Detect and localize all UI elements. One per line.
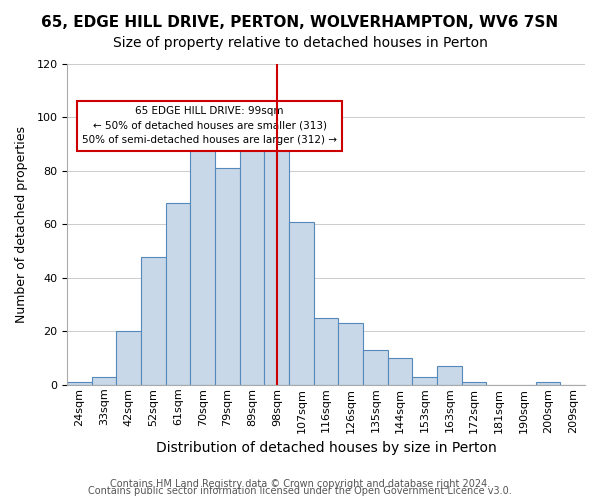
Bar: [240, 150, 265, 385]
Text: 65 EDGE HILL DRIVE: 99sqm
← 50% of detached houses are smaller (313)
50% of semi: 65 EDGE HILL DRIVE: 99sqm ← 50% of detac…: [82, 106, 337, 146]
Bar: [388, 358, 412, 385]
Text: Contains public sector information licensed under the Open Government Licence v3: Contains public sector information licen…: [88, 486, 512, 496]
Bar: [141, 256, 166, 385]
Bar: [536, 382, 560, 385]
X-axis label: Distribution of detached houses by size in Perton: Distribution of detached houses by size …: [156, 441, 496, 455]
Bar: [92, 377, 116, 385]
Bar: [314, 318, 338, 385]
Bar: [437, 366, 462, 385]
Bar: [265, 142, 289, 385]
Y-axis label: Number of detached properties: Number of detached properties: [15, 126, 28, 323]
Bar: [462, 382, 487, 385]
Bar: [215, 168, 240, 385]
Bar: [363, 350, 388, 385]
Bar: [338, 324, 363, 385]
Text: Size of property relative to detached houses in Perton: Size of property relative to detached ho…: [113, 36, 487, 50]
Bar: [190, 150, 215, 385]
Bar: [289, 222, 314, 385]
Text: Contains HM Land Registry data © Crown copyright and database right 2024.: Contains HM Land Registry data © Crown c…: [110, 479, 490, 489]
Text: 65, EDGE HILL DRIVE, PERTON, WOLVERHAMPTON, WV6 7SN: 65, EDGE HILL DRIVE, PERTON, WOLVERHAMPT…: [41, 15, 559, 30]
Bar: [67, 382, 92, 385]
Bar: [412, 377, 437, 385]
Bar: [166, 203, 190, 385]
Bar: [116, 332, 141, 385]
